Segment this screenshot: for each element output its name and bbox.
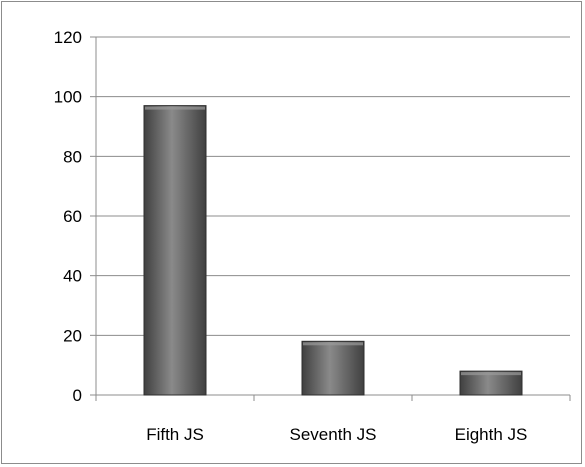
y-tick-label: 0	[73, 386, 82, 405]
bar-top-highlight	[461, 372, 521, 376]
y-tick-label: 120	[54, 28, 82, 47]
bar-top-highlight	[303, 342, 363, 346]
y-tick-label: 80	[63, 147, 82, 166]
y-tick-label: 20	[63, 326, 82, 345]
bar	[143, 105, 207, 396]
bars	[143, 105, 523, 396]
bar	[459, 370, 523, 396]
y-tick-label: 40	[63, 267, 82, 286]
y-tick-label: 100	[54, 88, 82, 107]
x-category-label: Seventh JS	[290, 425, 377, 444]
y-tick-label: 60	[63, 207, 82, 226]
labels: 0 20 40 60 80 100 120 Fifth JS Seventh JS Eighth …	[54, 28, 528, 444]
x-category-label: Eighth JS	[455, 425, 528, 444]
bar-top-highlight	[145, 106, 205, 110]
x-category-label: Fifth JS	[146, 425, 204, 444]
bar	[301, 340, 365, 396]
